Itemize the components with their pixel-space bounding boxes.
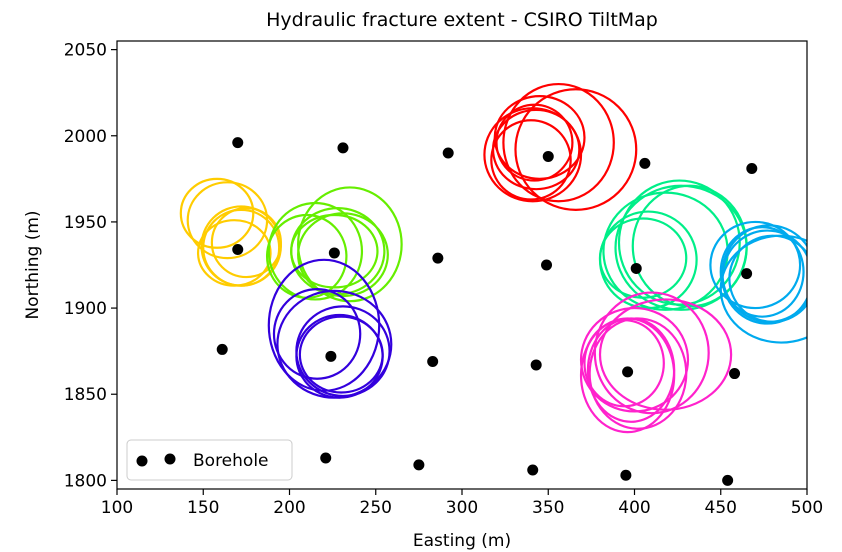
fracture-ellipse	[290, 213, 379, 289]
fracture-ellipse	[579, 317, 676, 434]
fracture-ellipse	[588, 317, 688, 430]
borehole-point	[542, 150, 554, 162]
y-tick-label: 1900	[64, 299, 107, 319]
x-tick-label: 100	[101, 498, 133, 518]
x-tick-label: 400	[618, 498, 650, 518]
x-tick-label: 300	[446, 498, 478, 518]
y-axis-label: Northing (m)	[23, 210, 43, 319]
fracture-ellipse	[719, 225, 805, 318]
borehole-point	[620, 469, 632, 481]
fracture-ellipse	[493, 95, 586, 180]
x-tick-label: 250	[360, 498, 392, 518]
y-tick-label: 2000	[64, 127, 107, 147]
fracture-ellipse	[502, 82, 615, 203]
y-tick-label: 2050	[64, 41, 107, 61]
chart-title: Hydraulic fracture extent - CSIRO TiltMa…	[266, 9, 658, 31]
legend-box	[126, 439, 293, 481]
borehole-point	[722, 474, 734, 486]
legend-marker	[164, 453, 176, 465]
borehole-point	[530, 359, 542, 371]
borehole-point	[320, 452, 332, 464]
fracture-ellipse	[297, 212, 389, 298]
legend: Borehole	[126, 439, 293, 481]
legend-marker	[136, 455, 148, 467]
fracture-ellipse	[495, 103, 574, 182]
borehole-point	[337, 142, 349, 154]
borehole-point	[427, 355, 439, 367]
fracture-ellipse	[614, 184, 748, 311]
borehole-point	[729, 368, 741, 380]
x-tick-label: 500	[791, 498, 823, 518]
fracture-ellipse	[297, 186, 403, 303]
fracture-ellipse	[272, 288, 362, 380]
borehole-point	[541, 259, 553, 271]
borehole-point	[325, 350, 337, 362]
borehole-point	[442, 147, 454, 159]
borehole-point	[527, 464, 539, 476]
y-tick-label: 1950	[64, 213, 107, 233]
borehole-point	[746, 163, 758, 175]
x-tick-label: 350	[532, 498, 564, 518]
legend-label: Borehole	[193, 451, 269, 471]
borehole-point	[413, 459, 425, 471]
borehole-point	[639, 157, 651, 169]
fracture-ellipse	[267, 258, 381, 392]
borehole-point	[232, 243, 244, 255]
x-tick-label: 150	[187, 498, 219, 518]
y-tick-label: 1800	[64, 471, 107, 491]
y-tick-label: 1850	[64, 385, 107, 405]
borehole-point	[216, 343, 228, 355]
fracture-ellipse	[298, 315, 384, 394]
fracture-ellipse	[598, 217, 688, 299]
borehole-point	[232, 137, 244, 149]
fracture-ellipse	[719, 234, 807, 344]
borehole-point	[622, 366, 634, 378]
fracture-ellipse	[179, 177, 255, 249]
x-axis-label: Easting (m)	[413, 531, 511, 551]
fracture-ellipse	[490, 119, 572, 201]
y-axis: 1800 1850 1900 1950 2000 2050	[64, 41, 117, 491]
borehole-point	[328, 247, 340, 259]
borehole-point	[432, 252, 444, 264]
fracture-ellipse	[210, 207, 282, 279]
borehole-point	[741, 268, 753, 280]
fracture-ellipse	[709, 220, 802, 310]
x-tick-label: 200	[273, 498, 305, 518]
fracture-ellipse	[593, 291, 710, 415]
x-tick-label: 450	[705, 498, 737, 518]
x-axis: 100 150 200 250 300 350 400 450 500	[101, 489, 823, 518]
plot-area	[179, 82, 807, 486]
fracture-ellipse	[598, 298, 733, 411]
fracture-ellipse	[514, 88, 638, 211]
fracture-ellipse	[196, 219, 272, 287]
borehole-point	[630, 262, 642, 274]
